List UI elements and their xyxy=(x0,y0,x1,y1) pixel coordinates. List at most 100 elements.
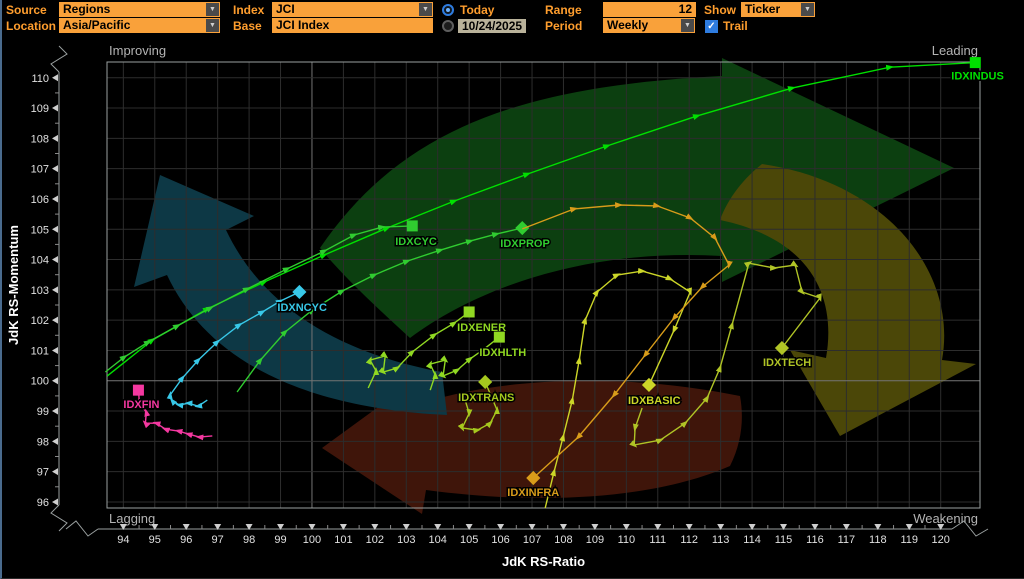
trail-IDXNCYC: IDXNCYC xyxy=(166,284,328,409)
x-tick-label: 106 xyxy=(491,534,509,546)
source-select[interactable]: Regions ▼ xyxy=(59,2,220,17)
index-value: JCI xyxy=(276,2,295,16)
index-label: Index xyxy=(233,3,265,17)
show-select[interactable]: Ticker ▼ xyxy=(741,2,815,17)
trail-line-IDXTRANS xyxy=(457,381,500,434)
x-tick-label: 117 xyxy=(838,534,856,546)
trail-IDXTRANS: IDXTRANS xyxy=(457,374,516,434)
asof-date-value[interactable]: 10/24/2025 xyxy=(458,19,527,33)
x-tick-label: 97 xyxy=(212,534,224,546)
y-tick-label: 103 xyxy=(31,285,49,297)
chevron-down-icon[interactable]: ▼ xyxy=(206,3,219,16)
trail-line-IDXFIN xyxy=(137,390,213,441)
base-input[interactable] xyxy=(272,18,433,33)
x-tick-label: 109 xyxy=(586,534,604,546)
index-select[interactable]: JCI ▼ xyxy=(272,2,433,17)
range-input[interactable] xyxy=(603,2,696,17)
marker-IDXNCYC[interactable] xyxy=(292,284,307,300)
source-value: Regions xyxy=(63,2,111,16)
x-tick-label: 113 xyxy=(712,534,730,546)
ticker-label-IDXINDUS: IDXINDUS xyxy=(951,71,1004,83)
marker-IDXPROP[interactable] xyxy=(515,220,530,236)
x-tick-label: 105 xyxy=(460,534,478,546)
location-select[interactable]: Asia/Pacific ▼ xyxy=(59,18,220,33)
marker-IDXINDUS[interactable] xyxy=(969,57,981,69)
range-label: Range xyxy=(545,3,582,17)
x-tick-label: 116 xyxy=(806,534,824,546)
y-tick-label: 104 xyxy=(31,255,49,267)
marker-IDXCYC[interactable] xyxy=(406,220,418,232)
toolbar: Source Regions ▼ Index JCI ▼ Today Range… xyxy=(2,0,1024,40)
chevron-down-icon[interactable]: ▼ xyxy=(419,3,432,16)
today-radio[interactable] xyxy=(442,4,454,16)
x-tick-label: 100 xyxy=(303,534,321,546)
asof-date-radio[interactable] xyxy=(442,20,454,32)
y-tick-label: 96 xyxy=(37,497,49,509)
x-tick-label: 103 xyxy=(397,534,415,546)
period-select[interactable]: Weekly ▼ xyxy=(603,18,695,33)
x-tick-label: 120 xyxy=(932,534,950,546)
y-tick-label: 106 xyxy=(31,194,49,206)
period-label: Period xyxy=(545,19,583,33)
quadrant-arrow-right xyxy=(720,164,976,436)
y-tick-label: 107 xyxy=(31,164,49,176)
y-axis-break-bottom xyxy=(50,504,68,532)
y-tick-label: 97 xyxy=(37,467,49,479)
x-tick-label: 108 xyxy=(554,534,572,546)
ticker-label-IDXPROP: IDXPROP xyxy=(500,238,550,250)
x-tick-label: 110 xyxy=(618,534,636,546)
x-tick-label: 94 xyxy=(117,534,129,546)
chevron-down-icon[interactable]: ▼ xyxy=(681,19,694,32)
ticker-label-IDXHLTH: IDXHLTH xyxy=(479,347,526,359)
chevron-down-icon[interactable]: ▼ xyxy=(801,3,814,16)
ticker-label-IDXTECH: IDXTECH xyxy=(763,357,811,369)
y-axis-break-top xyxy=(50,45,68,73)
marker-IDXHLTH[interactable] xyxy=(493,331,505,343)
x-tick-label: 102 xyxy=(366,534,384,546)
trail-line-IDXINFRA xyxy=(522,202,733,479)
marker-IDXTECH[interactable] xyxy=(774,340,790,356)
x-tick-label: 101 xyxy=(334,534,352,546)
y-tick-label: 110 xyxy=(31,73,49,85)
marker-IDXTRANS[interactable] xyxy=(478,374,493,390)
trail-IDXHLTH: IDXHLTH xyxy=(425,331,528,391)
trail-checkbox[interactable]: ✓ xyxy=(705,20,718,33)
quadrant-label-improving: Improving xyxy=(109,43,166,58)
trail-line-IDXHLTH xyxy=(425,336,500,391)
x-tick-label: 95 xyxy=(149,534,161,546)
x-tick-label: 98 xyxy=(243,534,255,546)
rrg-plot[interactable]: Improving Leading Lagging Weakening 94 95 96 97… xyxy=(2,40,1024,579)
show-value: Ticker xyxy=(745,2,781,16)
y-tick-label: 109 xyxy=(31,103,49,115)
ticker-label-IDXNCYC: IDXNCYC xyxy=(277,302,327,314)
x-tick-label: 119 xyxy=(900,534,918,546)
quadrant-label-lagging: Lagging xyxy=(109,511,155,526)
marker-IDXFIN[interactable] xyxy=(132,384,144,396)
marker-IDXINFRA[interactable] xyxy=(526,470,541,486)
y-tick-label: 108 xyxy=(31,133,49,145)
x-tick-label: 112 xyxy=(680,534,698,546)
location-label: Location xyxy=(6,19,56,33)
show-label: Show xyxy=(704,3,736,17)
y-tick-label: 100 xyxy=(31,376,49,388)
x-axis-break-left xyxy=(65,520,99,537)
marker-IDXENER[interactable] xyxy=(463,306,475,318)
y-axis-title: JdK RS-Momentum xyxy=(6,225,21,345)
x-tick-label: 114 xyxy=(743,534,761,546)
trail-IDXINFRA: IDXINFRA xyxy=(506,202,733,501)
trail-IDXFIN: IDXFIN xyxy=(122,384,213,441)
ticker-label-IDXBASIC: IDXBASIC xyxy=(628,395,681,407)
quadrant-label-weakening: Weakening xyxy=(913,511,978,526)
y-tick-label: 102 xyxy=(31,315,49,327)
x-axis-break-right xyxy=(951,520,989,537)
base-label: Base xyxy=(233,19,262,33)
trail-label: Trail xyxy=(723,19,748,33)
x-axis-title: JdK RS-Ratio xyxy=(502,554,585,569)
y-tick-label: 101 xyxy=(31,345,49,357)
rrg-chart[interactable]: Improving Leading Lagging Weakening 94 95 96 97… xyxy=(2,40,1024,579)
x-tick-label: 118 xyxy=(869,534,887,546)
chevron-down-icon[interactable]: ▼ xyxy=(206,19,219,32)
axes: 94 95 96 97 98 99 100 101 102 103 104 105 106 107 108 1… xyxy=(6,45,989,569)
quadrant-rotation-arrows xyxy=(134,58,976,514)
